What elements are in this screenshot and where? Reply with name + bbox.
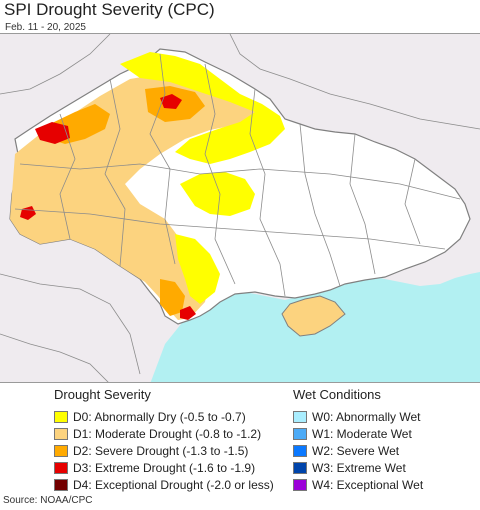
legend-label-w2: W2: Severe Wet [312,443,400,458]
d0-region-center [180,172,255,216]
country-borders [0,34,480,382]
swatch-w1 [293,427,307,440]
legend-item-d3: D3: Extreme Drought (-1.6 to -1.9) [54,459,284,476]
legend-item-w3: W3: Extreme Wet [293,459,473,476]
drought-legend: Drought Severity D0: Abnormally Dry (-0.… [54,387,284,493]
legend-label-d2: D2: Severe Drought (-1.3 to -1.5) [73,443,249,458]
legend-label-d4: D4: Exceptional Drought (-2.0 or less) [73,477,274,492]
d3-region-west [35,122,70,144]
source-credit: Source: NOAA/CPC [3,495,93,506]
wet-legend: Wet Conditions W0: Abnormally Wet W1: Mo… [293,387,473,493]
legend-label-w1: W1: Moderate Wet [312,426,412,441]
swatch-w2 [293,444,307,457]
swatch-d4 [54,478,68,491]
legend-item-d1: D1: Moderate Drought (-0.8 to -1.2) [54,425,284,442]
legend-label-w4: W4: Exceptional Wet [312,477,424,492]
legend-item-w0: W0: Abnormally Wet [293,408,473,425]
swatch-w3 [293,461,307,474]
legend-item-d0: D0: Abnormally Dry (-0.5 to -0.7) [54,408,284,425]
legend-item-w2: W2: Severe Wet [293,442,473,459]
drought-map [0,33,480,383]
legend-label-d0: D0: Abnormally Dry (-0.5 to -0.7) [73,409,246,424]
swatch-d3 [54,461,68,474]
legend-label-d3: D3: Extreme Drought (-1.6 to -1.9) [73,460,256,475]
d3-region-south [180,306,196,320]
wet-legend-title: Wet Conditions [293,387,381,402]
oblast-borders [14,53,461,297]
legend-item-d2: D2: Severe Drought (-1.3 to -1.5) [54,442,284,459]
legend-label-d1: D1: Moderate Drought (-0.8 to -1.2) [73,426,262,441]
map-title: SPI Drought Severity (CPC) [4,0,215,19]
swatch-w0 [293,410,307,423]
crimea [281,295,346,337]
swatch-d1 [54,427,68,440]
map-canvas [0,34,480,382]
legend-label-w3: W3: Extreme Wet [312,460,406,475]
swatch-w4 [293,478,307,491]
d0-region-south [175,234,220,304]
drought-legend-title: Drought Severity [54,387,151,402]
legend-label-w0: W0: Abnormally Wet [312,409,421,424]
swatch-d2 [54,444,68,457]
legend-item-d4: D4: Exceptional Drought (-2.0 or less) [54,476,284,493]
d3-region-north [160,94,182,109]
d0-region-north [120,52,285,164]
swatch-d0 [54,410,68,423]
d2-region-south [160,279,185,316]
legend-item-w4: W4: Exceptional Wet [293,476,473,493]
legend-item-w1: W1: Moderate Wet [293,425,473,442]
date-range: Feb. 11 - 20, 2025 [5,22,86,33]
